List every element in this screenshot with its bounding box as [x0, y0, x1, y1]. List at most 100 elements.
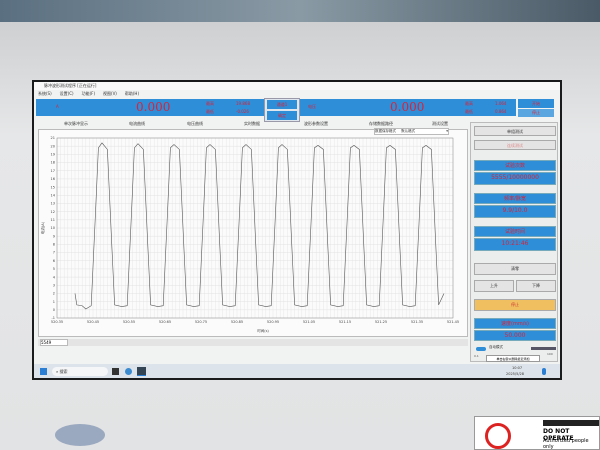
stop-button[interactable]: 停止 [518, 109, 554, 117]
taskbar: ⌕ 搜索 10:07 2025/5/28 [34, 364, 560, 378]
menu-function[interactable]: 功能(F) [81, 91, 96, 96]
speed-value: 50.000 [474, 330, 556, 341]
sticker-line2: Authorized people only [543, 438, 589, 450]
no-hands-icon [485, 423, 511, 449]
series-line [74, 142, 445, 310]
search-icon: ⌕ [56, 369, 59, 374]
count-label: 试验次数 [474, 160, 556, 171]
clock-time: 10:07 [512, 366, 523, 370]
screen: 脉冲波形测试程序 [正在运行] 系统(S) 设置(C) 功能(F) 视图(V) … [32, 80, 562, 380]
single-test-button[interactable]: 单组测试 [474, 126, 556, 136]
y-tick-label: 17 [51, 169, 55, 173]
dropdown-value: 默认格式 [401, 129, 416, 133]
y-tick-label: 11 [51, 218, 55, 222]
continuous-test-button[interactable]: 连续测试 [474, 140, 556, 150]
tab-params[interactable]: 波形参数设置 [304, 121, 328, 126]
y-tick-label: 21 [51, 136, 55, 140]
y-tick-label: 10 [51, 226, 55, 230]
x-tick-label: 520.35 [51, 320, 63, 324]
channel-popup: 通道1 确定 [264, 98, 300, 122]
plot-frame [56, 137, 454, 319]
y-tick-label: 1 [53, 300, 55, 304]
time-value: 10:21:46 [474, 238, 556, 251]
start-button[interactable]: 开始 [518, 99, 554, 108]
min-value: -0.026 [236, 109, 249, 114]
y-tick-label: 12 [51, 210, 55, 214]
taskbar-search[interactable]: ⌕ 搜索 [52, 367, 108, 376]
x-tick-label: 521.45 [447, 320, 459, 324]
x-tick-label: 521.15 [339, 320, 351, 324]
tab-realtime[interactable]: 实时数据 [244, 121, 260, 126]
menu-bar: 系统(S) 设置(C) 功能(F) 视图(V) 帮助(H) [34, 90, 560, 98]
y-axis-label: 电流(A) [40, 221, 45, 234]
scroll-value[interactable]: 5549 [40, 339, 68, 346]
horizontal-scrollbar[interactable]: 5549 [38, 339, 468, 346]
min-label: 最低 [206, 109, 214, 114]
popup-option[interactable]: 通道1 [267, 100, 297, 109]
tab-voltage-curve[interactable]: 电压曲线 [187, 121, 203, 126]
speed-label: 速度(mm/s) [474, 318, 556, 329]
app-taskbar-icon[interactable] [137, 367, 146, 376]
clock-date: 2025/5/28 [506, 372, 524, 376]
y-tick-label: 18 [51, 161, 55, 165]
y-tick-label: 15 [51, 185, 55, 189]
count-value: 5555/10000000 [474, 172, 556, 185]
menu-help[interactable]: 帮助(H) [124, 91, 140, 96]
y-tick-label: 8 [53, 243, 55, 247]
x-tick-label: 520.85 [231, 320, 243, 324]
x-axis-label: 时间(s) [257, 328, 269, 333]
y-tick-label: -1 [52, 316, 56, 320]
popup-confirm[interactable]: 确定 [267, 111, 297, 120]
tab-storage[interactable]: 存储数据路径 [369, 121, 393, 126]
x-tick-label: 520.65 [159, 320, 171, 324]
time-label: 试验时间 [474, 226, 556, 237]
tab-single-pulse[interactable]: 单次脉冲显示 [64, 121, 88, 126]
slider-min: 0.1 [474, 354, 479, 358]
min-value: 0.864 [495, 109, 507, 114]
max-label: 最高 [206, 101, 214, 106]
file-explorer-icon[interactable] [112, 368, 119, 375]
max-value: 19.868 [236, 101, 250, 106]
browser-icon[interactable] [125, 368, 132, 375]
y-tick-label: 6 [53, 259, 55, 263]
voltage-value: 0.000 [390, 100, 425, 114]
menu-view[interactable]: 视图(V) [103, 91, 117, 96]
x-tick-label: 520.95 [267, 320, 279, 324]
up-button[interactable]: 上升 [474, 280, 514, 292]
down-button[interactable]: 下降 [516, 280, 556, 292]
y-tick-label: 14 [51, 193, 56, 197]
sticker-line1: DO NOT OPERATE [543, 428, 574, 442]
x-tick-label: 520.75 [195, 320, 207, 324]
toggle-label: 自动模式 [489, 345, 503, 349]
auto-mode-toggle[interactable] [476, 347, 486, 351]
tab-row: 单次脉冲显示 电流曲线 电压曲线 实时数据 波形参数设置 存储数据路径 测试设置 [34, 119, 469, 129]
stop-motion-button[interactable]: 停止 [474, 299, 556, 311]
y-tick-label: 9 [53, 234, 55, 238]
reset-button[interactable]: 清零 [474, 263, 556, 275]
format-dropdown[interactable]: 数据保存格式 默认格式 ▾ [374, 128, 449, 135]
windows-start-icon[interactable] [40, 368, 47, 375]
y-tick-label: 16 [51, 177, 55, 181]
y-tick-label: 13 [51, 202, 55, 206]
current-label: A [56, 104, 59, 109]
notification-icon[interactable] [542, 368, 546, 375]
slider[interactable] [531, 347, 556, 350]
y-tick-label: 19 [51, 153, 55, 157]
slider-max: 100 [547, 352, 553, 356]
menu-system[interactable]: 系统(S) [38, 91, 52, 96]
tab-current-curve[interactable]: 电流曲线 [129, 121, 145, 126]
y-tick-label: 4 [53, 275, 56, 279]
freq-value: 9.9/10.0 [474, 205, 556, 218]
y-tick-label: 0 [53, 308, 55, 312]
y-tick-label: 3 [53, 283, 55, 287]
logo-badge [55, 424, 105, 446]
tab-test-settings[interactable]: 测试设置 [432, 121, 448, 126]
max-value: 1.064 [495, 101, 507, 106]
current-readout: A 0.000 最高 19.868 最低 -0.026 [36, 99, 264, 116]
voltage-readout: 电压 0.000 最高 1.064 最低 0.864 [300, 99, 516, 116]
min-label: 最低 [465, 109, 473, 114]
freq-label: 频率/脉宽 [474, 193, 556, 204]
dropdown-label: 数据保存格式 [375, 129, 396, 133]
menu-settings[interactable]: 设置(C) [59, 91, 74, 96]
sticker-header [543, 420, 599, 426]
